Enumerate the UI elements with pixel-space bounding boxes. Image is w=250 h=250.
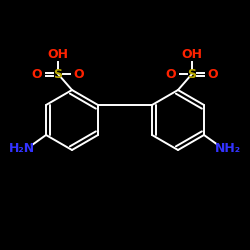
Text: S: S <box>188 68 196 80</box>
Text: S: S <box>54 68 62 80</box>
Text: O: O <box>32 68 42 80</box>
Text: OH: OH <box>182 48 203 60</box>
Text: O: O <box>74 68 84 80</box>
Text: OH: OH <box>48 48 68 60</box>
Text: H₂N: H₂N <box>9 142 35 156</box>
Text: NH₂: NH₂ <box>215 142 241 156</box>
Text: O: O <box>166 68 176 80</box>
Text: O: O <box>208 68 218 80</box>
